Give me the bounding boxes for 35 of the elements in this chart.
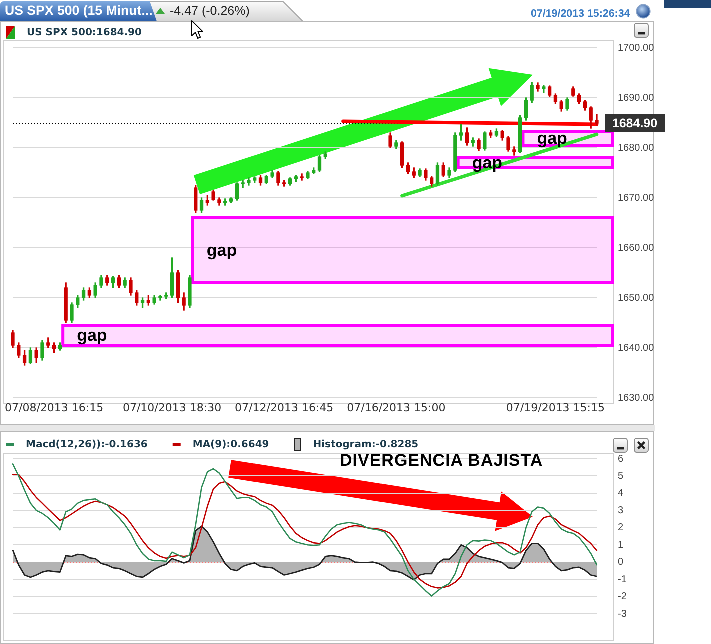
chart-subtitle: -4.47 (-0.26%) xyxy=(170,4,250,19)
band-label: gap xyxy=(206,241,238,260)
ref-line-label: 1684.90 xyxy=(612,116,658,130)
x-tick-label: 07/16/2013 15:00 xyxy=(347,401,446,414)
y-tick-label: 4 xyxy=(618,488,624,500)
x-tick-label: 07/19/2013 15:15 xyxy=(506,401,606,414)
y-tick-label: -1 xyxy=(618,574,628,586)
y-tick-label: 1 xyxy=(618,540,624,551)
y-tick-label: 1660.00 xyxy=(618,242,655,254)
y-tick-label: -3 xyxy=(618,608,628,620)
x-tick-label: 07/10/2013 18:30 xyxy=(122,401,222,414)
text: 07/19/2013 15:26:34 xyxy=(531,7,630,22)
y-tick-label: 3 xyxy=(618,505,624,516)
band-label: gap xyxy=(537,129,568,148)
y-tick-label: 2 xyxy=(618,522,624,534)
legend-label: Histogram:-0.8285 xyxy=(313,440,419,451)
y-tick-label: 6 xyxy=(618,454,624,465)
y-tick-label: 1700.00 xyxy=(618,42,655,54)
y-tick-label: 1690.00 xyxy=(618,92,655,104)
x-tick-label: 07/08/2013 16:15 xyxy=(4,401,104,414)
y-tick-label: -2 xyxy=(618,592,628,603)
legend-label: MA(9):0.6649 xyxy=(192,440,270,451)
y-tick-label: 1670.00 xyxy=(618,192,655,204)
annotation: DIVERGENCIA BAJISTA xyxy=(340,451,544,470)
legend-label: US SPX 500:1684.90 xyxy=(27,28,142,39)
legend-label: Macd(12,26)):-0.1636 xyxy=(26,440,148,451)
y-tick-label: 0 xyxy=(618,557,624,568)
x-tick-label: 07/12/2013 16:45 xyxy=(235,401,334,414)
y-tick-label: 1640.00 xyxy=(618,342,655,354)
y-tick-label: 1630.00 xyxy=(618,392,655,404)
y-tick-label: 5 xyxy=(618,470,624,482)
chart-title: US SPX 500 (15 Minut... xyxy=(5,3,153,19)
y-tick-label: 1650.00 xyxy=(618,292,655,304)
band-label: gap xyxy=(77,326,108,346)
y-tick-label: 1680.00 xyxy=(618,142,655,154)
